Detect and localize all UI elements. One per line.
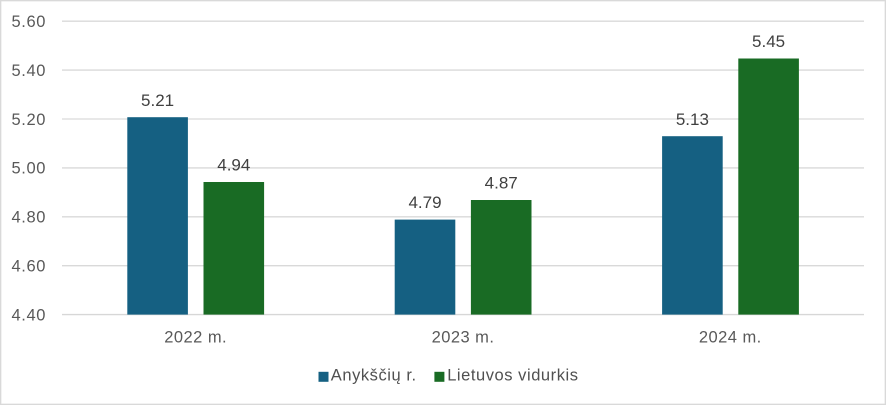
svg-text:5.40: 5.40 bbox=[11, 62, 46, 80]
svg-text:Lietuvos vidurkis: Lietuvos vidurkis bbox=[447, 366, 578, 384]
svg-text:2022 m.: 2022 m. bbox=[164, 329, 227, 347]
svg-text:4.60: 4.60 bbox=[11, 258, 46, 276]
svg-text:5.13: 5.13 bbox=[676, 110, 709, 129]
svg-text:Anykščių r.: Anykščių r. bbox=[331, 366, 417, 384]
svg-text:4.79: 4.79 bbox=[408, 193, 441, 212]
svg-text:4.87: 4.87 bbox=[485, 173, 518, 192]
svg-text:2023 m.: 2023 m. bbox=[432, 329, 495, 347]
svg-text:4.40: 4.40 bbox=[11, 306, 46, 324]
svg-text:5.00: 5.00 bbox=[11, 160, 46, 178]
svg-text:4.94: 4.94 bbox=[217, 155, 250, 174]
svg-text:5.60: 5.60 bbox=[11, 13, 46, 31]
svg-text:2024 m.: 2024 m. bbox=[699, 329, 762, 347]
svg-text:5.21: 5.21 bbox=[141, 91, 174, 110]
svg-text:5.20: 5.20 bbox=[11, 111, 46, 129]
svg-text:4.80: 4.80 bbox=[11, 209, 46, 227]
svg-text:5.45: 5.45 bbox=[752, 32, 785, 51]
